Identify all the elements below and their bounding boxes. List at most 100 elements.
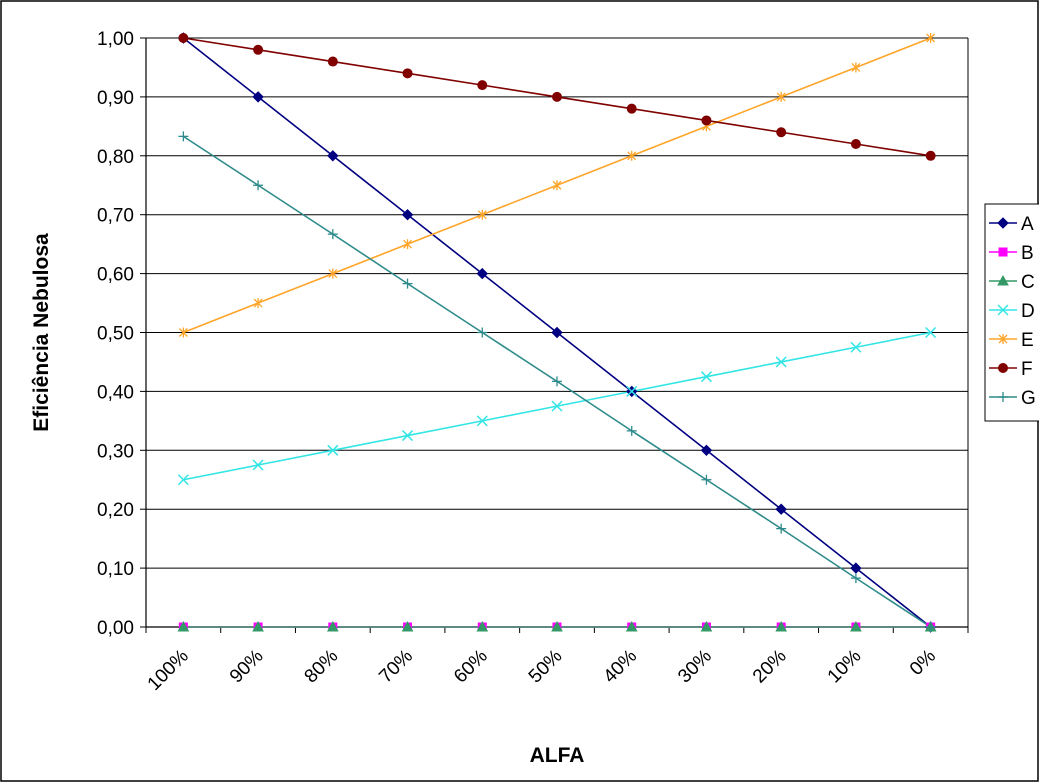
data-point-c bbox=[551, 620, 563, 632]
data-point-f bbox=[178, 33, 189, 43]
data-point-d bbox=[626, 385, 638, 397]
data-point-e bbox=[627, 150, 637, 161]
data-point-c bbox=[326, 620, 339, 632]
legend-label: C bbox=[1021, 272, 1035, 293]
data-point-f bbox=[253, 44, 264, 55]
data-point-f bbox=[701, 115, 712, 126]
legend-label: D bbox=[1021, 301, 1035, 322]
data-point-d bbox=[252, 459, 264, 471]
data-point-c bbox=[625, 620, 638, 632]
y-tick-label: 1,00 bbox=[97, 29, 134, 50]
data-point-g bbox=[552, 376, 562, 387]
y-tick-label: 0,00 bbox=[97, 618, 134, 639]
legend-item-b: B bbox=[989, 243, 1034, 264]
data-point-e bbox=[477, 209, 487, 220]
y-tick-label: 0,40 bbox=[97, 382, 134, 403]
legend-label: F bbox=[1021, 359, 1033, 380]
data-point-e bbox=[328, 268, 338, 279]
data-point-f bbox=[925, 150, 936, 161]
y-tick-label: 0,70 bbox=[97, 206, 134, 227]
data-point-f bbox=[402, 68, 413, 79]
data-point-c bbox=[850, 620, 862, 632]
data-point-g bbox=[178, 131, 189, 142]
data-point-a bbox=[252, 91, 264, 103]
legend-item-c: C bbox=[989, 272, 1035, 293]
legend-item-g: G bbox=[989, 388, 1036, 409]
data-point-c bbox=[775, 620, 788, 632]
legend-item-f: F bbox=[989, 359, 1033, 380]
data-point-c bbox=[476, 620, 489, 632]
series-markers bbox=[177, 32, 937, 633]
legend-item-d: D bbox=[989, 301, 1035, 322]
legend-marker bbox=[997, 304, 1009, 316]
data-point-d bbox=[850, 341, 862, 353]
legend-label: E bbox=[1021, 330, 1034, 351]
data-point-d bbox=[925, 326, 937, 339]
y-tick-label: 0,20 bbox=[97, 500, 134, 521]
legend-marker bbox=[997, 217, 1009, 229]
legend-marker bbox=[998, 247, 1008, 257]
data-point-e bbox=[253, 298, 263, 309]
x-axis-title: ALFA bbox=[530, 744, 585, 767]
data-point-g bbox=[477, 327, 488, 338]
data-point-g bbox=[253, 180, 264, 191]
data-point-g bbox=[327, 229, 338, 240]
data-point-a bbox=[850, 562, 862, 574]
data-point-c bbox=[401, 620, 414, 632]
data-point-e bbox=[552, 180, 562, 191]
data-point-g bbox=[776, 523, 787, 534]
data-point-f bbox=[477, 80, 488, 91]
data-point-e bbox=[851, 62, 861, 73]
data-point-c bbox=[700, 620, 713, 632]
data-point-f bbox=[776, 127, 787, 138]
data-point-e bbox=[926, 33, 936, 43]
data-point-f bbox=[552, 91, 562, 102]
data-point-g bbox=[850, 573, 861, 584]
data-point-a bbox=[327, 150, 339, 162]
legend-label: G bbox=[1021, 388, 1036, 409]
data-point-g bbox=[701, 474, 712, 485]
y-tick-label: 0,10 bbox=[97, 559, 134, 580]
data-point-a bbox=[700, 444, 713, 457]
data-point-f bbox=[327, 56, 338, 67]
legend-marker bbox=[997, 274, 1009, 286]
y-axis-title: Eficiência Nebulosa bbox=[30, 233, 53, 432]
legend-marker bbox=[998, 392, 1008, 402]
data-point-f bbox=[626, 103, 637, 114]
y-tick-label: 0,90 bbox=[97, 88, 134, 109]
data-point-g bbox=[925, 622, 936, 632]
data-point-a bbox=[775, 503, 787, 515]
data-point-g bbox=[626, 425, 637, 436]
legend-item-e: E bbox=[989, 330, 1034, 351]
data-point-d bbox=[402, 430, 414, 442]
data-point-c bbox=[252, 620, 264, 632]
data-point-d bbox=[551, 400, 563, 412]
data-point-e bbox=[178, 327, 188, 338]
data-point-f bbox=[850, 139, 861, 150]
legend-marker bbox=[998, 334, 1008, 344]
y-tick-labels: 0,00 0,10 0,20 0,30 0,40 0,50 0,60 0,70 0,80 0,90… bbox=[97, 29, 134, 639]
data-point-a bbox=[551, 326, 563, 339]
data-point-d bbox=[476, 415, 488, 427]
legend-marker bbox=[998, 363, 1008, 373]
data-point-d bbox=[775, 356, 787, 368]
legend-item-a: A bbox=[989, 214, 1034, 235]
data-point-d bbox=[177, 474, 189, 486]
legend-label: B bbox=[1021, 243, 1034, 264]
y-tick-label: 0,80 bbox=[97, 147, 134, 168]
data-point-d bbox=[327, 444, 339, 456]
legend-label: A bbox=[1021, 214, 1034, 235]
y-tick-label: 0,30 bbox=[97, 441, 134, 462]
data-point-g bbox=[402, 278, 413, 289]
data-point-e bbox=[403, 239, 413, 250]
legend-box bbox=[984, 203, 1039, 422]
data-point-e bbox=[776, 91, 786, 102]
data-point-c bbox=[177, 620, 190, 632]
y-tick-label: 0,50 bbox=[97, 324, 134, 345]
y-tick-label: 0,60 bbox=[97, 265, 134, 286]
data-point-a bbox=[401, 208, 414, 221]
data-point-a bbox=[476, 267, 488, 280]
